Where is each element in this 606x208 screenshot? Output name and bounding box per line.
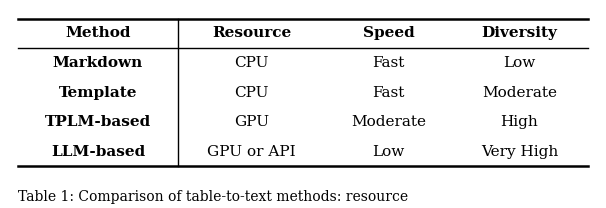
Text: Diversity: Diversity (482, 26, 558, 41)
Text: Markdown: Markdown (53, 56, 143, 70)
Text: CPU: CPU (235, 85, 269, 100)
Text: GPU or API: GPU or API (207, 145, 296, 159)
Text: High: High (501, 115, 538, 129)
Text: Moderate: Moderate (351, 115, 426, 129)
Text: Resource: Resource (212, 26, 291, 41)
Text: Low: Low (372, 145, 405, 159)
Text: Very High: Very High (481, 145, 558, 159)
Text: GPU: GPU (234, 115, 269, 129)
Text: Moderate: Moderate (482, 85, 557, 100)
Text: Low: Low (504, 56, 536, 70)
Text: Fast: Fast (372, 56, 405, 70)
Text: Speed: Speed (362, 26, 415, 41)
Text: Fast: Fast (372, 85, 405, 100)
Text: LLM-based: LLM-based (51, 145, 145, 159)
Text: CPU: CPU (235, 56, 269, 70)
Text: Template: Template (59, 85, 137, 100)
Text: Method: Method (65, 26, 131, 41)
Text: TPLM-based: TPLM-based (45, 115, 151, 129)
Text: Table 1: Comparison of table-to-text methods: resource: Table 1: Comparison of table-to-text met… (18, 190, 408, 204)
